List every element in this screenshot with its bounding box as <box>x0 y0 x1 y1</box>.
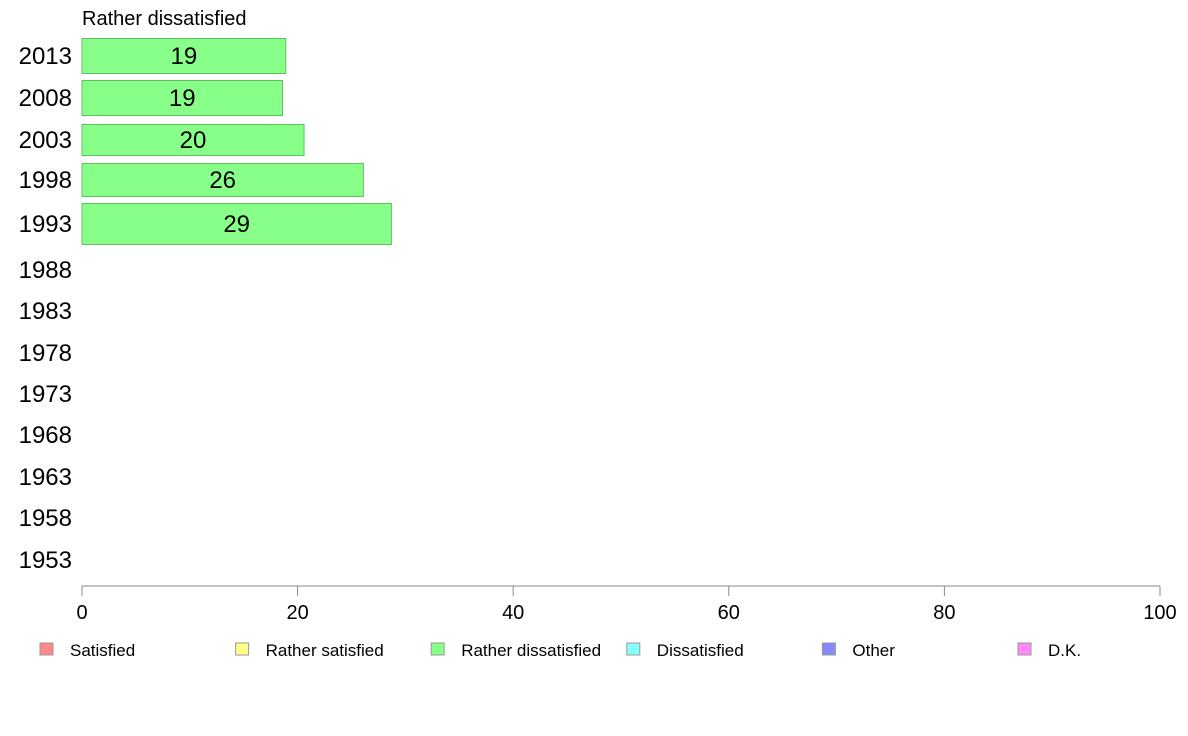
year-label-2008: 2008 <box>19 85 72 112</box>
legend-swatch-3 <box>626 642 641 656</box>
year-label-1983: 1983 <box>19 298 72 325</box>
year-label-1953: 1953 <box>19 547 72 574</box>
x-tick-label-80: 80 <box>933 602 955 624</box>
year-label-1963: 1963 <box>19 464 72 491</box>
bar-value-label-2003: 20 <box>180 127 207 154</box>
legend-swatch-4 <box>821 642 836 656</box>
year-label-2013: 2013 <box>19 43 72 70</box>
legend-label-5: D.K. <box>1048 641 1081 660</box>
legend-swatch-5 <box>1017 642 1032 656</box>
year-label-2003: 2003 <box>19 127 72 154</box>
x-axis: 0 20 40 60 80 100 <box>76 585 1177 624</box>
legend-swatch-1 <box>235 642 250 656</box>
year-label-1968: 1968 <box>19 422 72 449</box>
bar-2008 <box>81 80 284 116</box>
x-tick-label-100: 100 <box>1143 602 1176 624</box>
bar-value-label-2013: 19 <box>171 43 198 70</box>
x-tick-label-20: 20 <box>286 602 308 624</box>
bar-value-label-2008: 19 <box>169 85 196 112</box>
year-label-1973: 1973 <box>19 381 72 408</box>
x-tick-label-0: 0 <box>76 602 87 624</box>
year-label-1988: 1988 <box>19 257 72 284</box>
year-label-1958: 1958 <box>19 505 72 532</box>
legend-label-2: Rather dissatisfied <box>461 641 601 660</box>
x-tick-label-40: 40 <box>502 602 524 624</box>
x-tick-label-60: 60 <box>718 602 740 624</box>
year-label-1998: 1998 <box>19 167 72 194</box>
panel-title: Rather dissatisfied <box>82 8 247 30</box>
legend: Satisfied Rather satisfied Rather dissatis… <box>39 641 1081 660</box>
year-label-1978: 1978 <box>19 340 72 367</box>
legend-swatch-0 <box>39 642 54 656</box>
legend-label-4: Other <box>852 641 895 660</box>
legend-swatch-2 <box>430 642 445 656</box>
legend-label-3: Dissatisfied <box>657 641 744 660</box>
bar-2003 <box>81 124 305 156</box>
bar-1998 <box>81 163 364 197</box>
bar-1993 <box>81 203 392 245</box>
bar-value-label-1998: 26 <box>209 167 236 194</box>
year-labels: 2013 2008 2003 1998 1993 1988 1983 1978 1973 1968… <box>19 43 72 574</box>
bar-value-label-1993: 29 <box>223 211 250 238</box>
bar-2013 <box>81 38 287 74</box>
legend-label-1: Rather satisfied <box>266 641 384 660</box>
year-label-1993: 1993 <box>19 211 72 238</box>
legend-label-0: Satisfied <box>70 641 135 660</box>
